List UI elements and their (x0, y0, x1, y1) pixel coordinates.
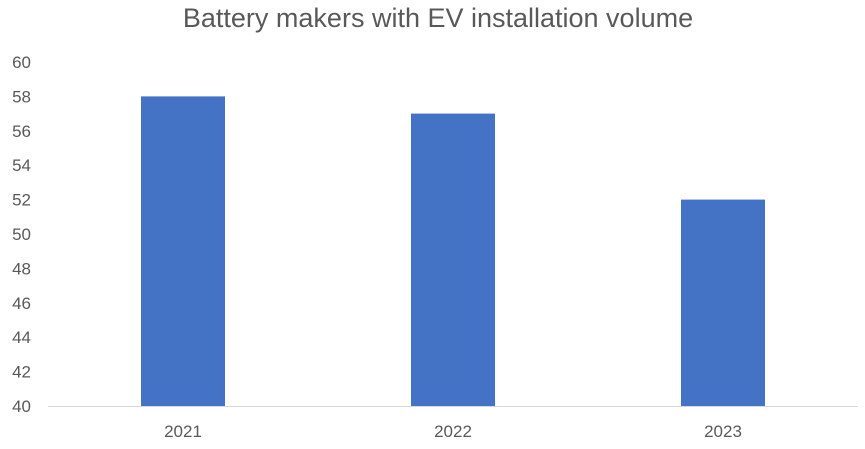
y-tick-label: 52 (12, 191, 31, 210)
y-tick-label: 46 (12, 294, 31, 313)
bar-series (141, 96, 765, 407)
y-tick-label: 50 (12, 225, 31, 244)
chart-title: Battery makers with EV installation volu… (183, 3, 693, 33)
bar-2021 (141, 96, 225, 407)
y-tick-label: 44 (12, 328, 31, 347)
y-tick-label: 48 (12, 259, 31, 278)
y-tick-label: 40 (12, 397, 31, 416)
x-axis-tick-labels: 2021 2022 2023 (164, 422, 742, 441)
y-tick-label: 58 (12, 87, 31, 106)
x-tick-label: 2022 (434, 422, 472, 441)
bar-2023 (681, 199, 765, 406)
bar-2022 (411, 113, 495, 406)
y-tick-label: 60 (12, 53, 31, 72)
x-tick-label: 2023 (704, 422, 742, 441)
y-tick-label: 42 (12, 363, 31, 382)
y-tick-label: 56 (12, 122, 31, 141)
x-tick-label: 2021 (164, 422, 202, 441)
y-tick-label: 54 (12, 156, 31, 175)
y-axis-tick-labels: 40 42 44 46 48 50 52 54 56 58 60 (12, 53, 31, 416)
